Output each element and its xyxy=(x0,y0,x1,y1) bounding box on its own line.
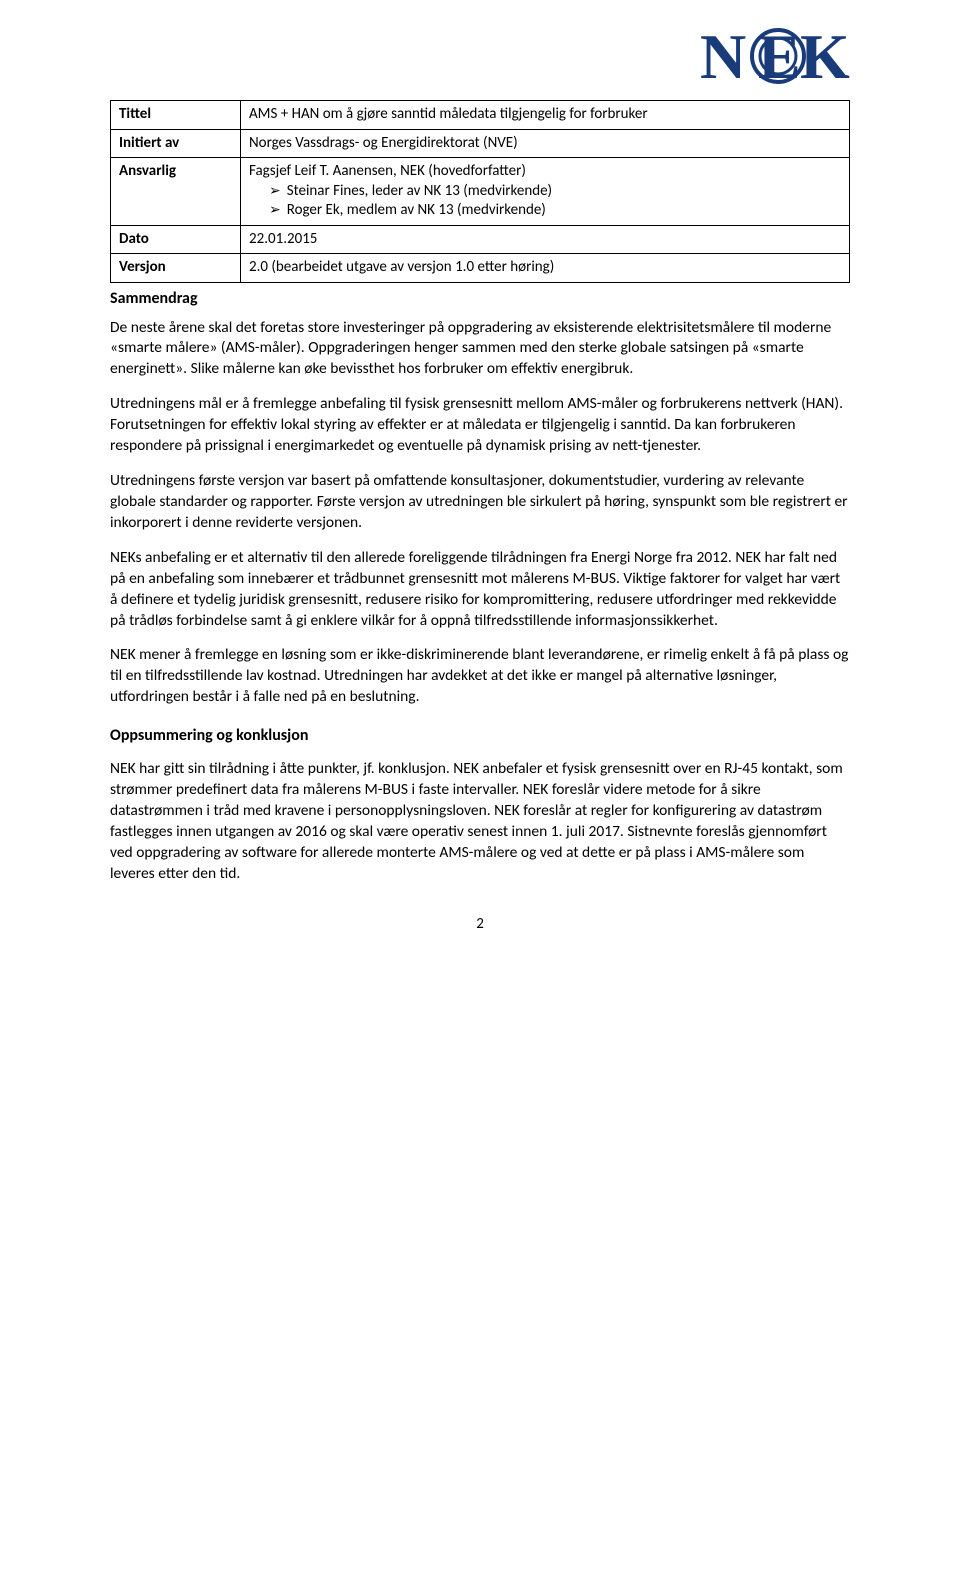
section-heading: Oppsummering og konklusjon xyxy=(110,726,850,745)
arrow-icon: ➢ xyxy=(269,201,281,219)
meta-value-tittel: AMS + HAN om å gjøre sanntid måledata ti… xyxy=(241,101,850,130)
arrow-icon: ➢ xyxy=(269,182,281,200)
meta-value-initiert: Norges Vassdrags- og Energidirektorat (N… xyxy=(241,129,850,158)
svg-text:N: N xyxy=(700,21,750,92)
sammendrag-heading: Sammendrag xyxy=(110,289,850,308)
meta-label-dato: Dato xyxy=(111,225,241,254)
nek-logo: N K E xyxy=(700,20,900,100)
ansvarlig-bullet: ➢ Steinar Fines, leder av NK 13 (medvirk… xyxy=(249,182,841,202)
table-row: Initiert av Norges Vassdrags- og Energid… xyxy=(111,129,850,158)
conclusion-paragraph: NEK har gitt sin tilrådning i åtte punkt… xyxy=(110,759,850,885)
meta-label-ansvarlig: Ansvarlig xyxy=(111,158,241,226)
meta-label-versjon: Versjon xyxy=(111,254,241,283)
body-paragraph: De neste årene skal det foretas store in… xyxy=(110,318,850,381)
table-row: Tittel AMS + HAN om å gjøre sanntid måle… xyxy=(111,101,850,130)
metadata-table: Tittel AMS + HAN om å gjøre sanntid måle… xyxy=(110,100,850,283)
svg-text:K: K xyxy=(800,21,854,92)
meta-label-tittel: Tittel xyxy=(111,101,241,130)
body-paragraph: NEKs anbefaling er et alternativ til den… xyxy=(110,548,850,632)
bullet-text: Roger Ek, medlem av NK 13 (medvirkende) xyxy=(287,201,546,221)
ansvarlig-bullet: ➢ Roger Ek, medlem av NK 13 (medvirkende… xyxy=(249,201,841,221)
ansvarlig-lead: Fagsjef Leif T. Aanensen, NEK (hovedforf… xyxy=(249,162,841,182)
table-row: Versjon 2.0 (bearbeidet utgave av versjo… xyxy=(111,254,850,283)
meta-value-dato: 22.01.2015 xyxy=(241,225,850,254)
bullet-text: Steinar Fines, leder av NK 13 (medvirken… xyxy=(287,182,552,202)
meta-value-ansvarlig: Fagsjef Leif T. Aanensen, NEK (hovedforf… xyxy=(241,158,850,226)
body-paragraph: Utredningens første versjon var basert p… xyxy=(110,471,850,534)
meta-label-initiert: Initiert av xyxy=(111,129,241,158)
body-paragraph: NEK mener å fremlegge en løsning som er … xyxy=(110,645,850,708)
table-row: Ansvarlig Fagsjef Leif T. Aanensen, NEK … xyxy=(111,158,850,226)
meta-value-versjon: 2.0 (bearbeidet utgave av versjon 1.0 et… xyxy=(241,254,850,283)
body-paragraph: Utredningens mål er å fremlegge anbefali… xyxy=(110,394,850,457)
table-row: Dato 22.01.2015 xyxy=(111,225,850,254)
page-number: 2 xyxy=(110,915,850,933)
document-page: N K E Tittel AMS + HAN om å gjøre sannti… xyxy=(0,0,960,993)
svg-text:E: E xyxy=(758,21,801,92)
